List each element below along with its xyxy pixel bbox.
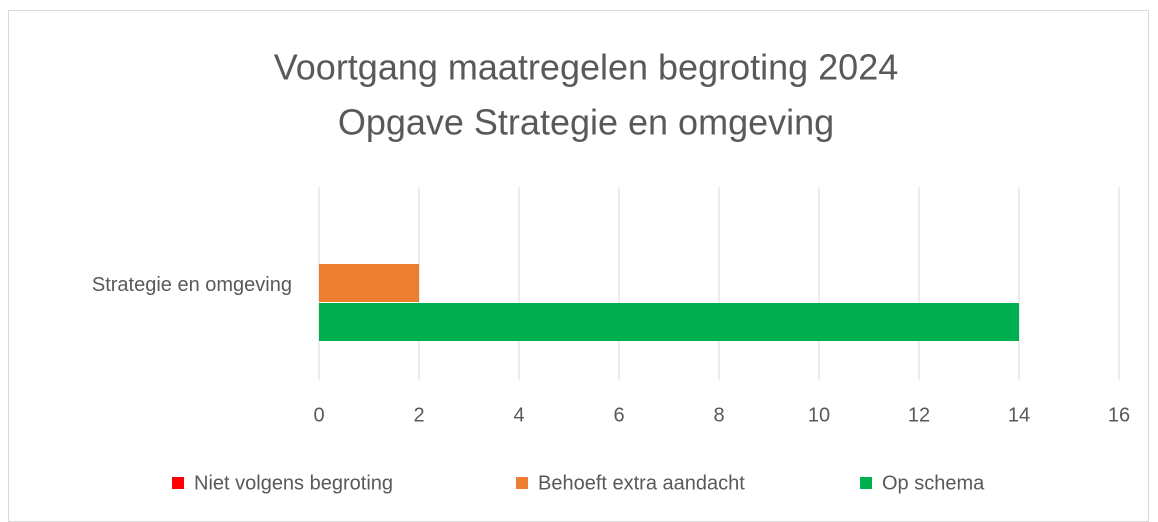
bar <box>319 303 1019 341</box>
chart-title: Voortgang maatregelen begroting 2024 <box>274 47 898 88</box>
x-tick-label: 12 <box>908 404 930 426</box>
chart-border <box>8 10 1149 522</box>
legend-swatch <box>516 477 528 489</box>
legend-swatch <box>172 477 184 489</box>
legend-label: Op schema <box>882 472 985 494</box>
legend-swatch <box>860 477 872 489</box>
x-tick-label: 10 <box>808 404 830 426</box>
x-tick-label: 6 <box>613 404 624 426</box>
x-tick-label: 8 <box>713 404 724 426</box>
bar <box>319 264 419 302</box>
chart-subtitle: Opgave Strategie en omgeving <box>338 102 834 143</box>
legend-label: Niet volgens begroting <box>194 472 393 494</box>
x-tick-label: 14 <box>1008 404 1030 426</box>
x-tick-label: 16 <box>1108 404 1130 426</box>
legend-label: Behoeft extra aandacht <box>538 472 745 494</box>
x-tick-label: 2 <box>413 404 424 426</box>
x-tick-label: 4 <box>513 404 524 426</box>
x-tick-label: 0 <box>313 404 324 426</box>
y-tick-label: Strategie en omgeving <box>92 274 292 296</box>
